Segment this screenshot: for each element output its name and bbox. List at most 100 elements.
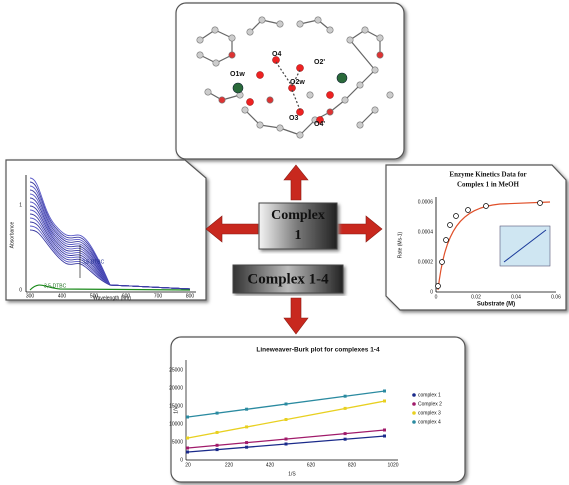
atom xyxy=(387,92,393,98)
data-point xyxy=(436,284,441,289)
atom xyxy=(307,92,313,98)
atom xyxy=(257,122,263,128)
atom xyxy=(277,125,283,131)
x-tick-label: 220 xyxy=(225,462,234,468)
y-tick-label: 0.0006 xyxy=(418,199,434,205)
atom xyxy=(297,132,303,138)
atom-label: O2' xyxy=(314,59,325,66)
x-tick-label: 420 xyxy=(266,462,275,468)
atom-label: O1w xyxy=(230,71,245,78)
data-point xyxy=(344,432,347,435)
data-point xyxy=(285,443,288,446)
data-point xyxy=(245,425,248,428)
y-axis-label: 1/V xyxy=(173,406,179,414)
data-point xyxy=(466,208,471,213)
annotation: 3,5-DTBC xyxy=(82,259,105,265)
legend-label: complex 3 xyxy=(418,410,441,416)
atom xyxy=(297,21,303,27)
oxygen-atom xyxy=(247,99,254,106)
atom xyxy=(357,82,363,88)
x-tick-label: 1020 xyxy=(387,462,398,468)
data-point xyxy=(216,444,219,447)
atom xyxy=(247,29,253,35)
data-point xyxy=(216,412,219,415)
y-tick-label: 0.0002 xyxy=(418,259,434,265)
y-tick-label: 0.0004 xyxy=(418,229,434,235)
metal-atom xyxy=(233,83,243,93)
legend-label: complex 1 xyxy=(418,392,441,398)
data-point xyxy=(186,447,189,450)
data-point xyxy=(538,201,543,206)
data-point xyxy=(383,390,386,393)
atom xyxy=(229,52,235,58)
x-tick-label: 620 xyxy=(307,462,316,468)
data-point xyxy=(454,214,459,219)
chart-title: Lineweaver-Burk plot for complexes 1-4 xyxy=(256,347,380,354)
complex-label: Complex 1-4 xyxy=(247,271,329,287)
atom-label: O3 xyxy=(289,115,298,122)
x-tick-label: 0.06 xyxy=(551,294,561,300)
atom xyxy=(377,35,383,41)
atom xyxy=(377,52,383,58)
graphical-abstract: O4 O2' O1w O2w O3 O4' 300400500600700800… xyxy=(0,0,569,485)
x-tick-label: 400 xyxy=(58,293,67,299)
atom xyxy=(213,60,219,66)
atom xyxy=(327,27,333,33)
legend-label: complex 4 xyxy=(418,419,441,425)
atom-label: O4 xyxy=(272,51,281,58)
data-point xyxy=(245,441,248,444)
atom xyxy=(219,97,225,103)
atom xyxy=(372,107,378,113)
chart-title: Enzyme Kinetics Data for xyxy=(449,171,526,179)
y-tick-label: 1 xyxy=(19,202,22,208)
x-tick-label: 20 xyxy=(185,462,191,468)
oxygen-atom xyxy=(327,92,334,99)
atom xyxy=(315,17,321,23)
x-tick-label: 700 xyxy=(154,293,163,299)
y-axis-label: Rate (Ms-1) xyxy=(397,231,403,258)
legend-marker xyxy=(412,393,416,397)
data-point xyxy=(440,260,445,265)
complex-label: Complex xyxy=(271,208,325,223)
legend-marker xyxy=(412,420,416,424)
data-point xyxy=(245,446,248,449)
annotation: 3,5-DTBC xyxy=(44,283,67,289)
atom xyxy=(212,27,218,33)
atom xyxy=(229,35,235,41)
x-tick-label: 0.04 xyxy=(511,294,521,300)
y-tick-label: 10000 xyxy=(169,421,183,427)
complex-label: 1 xyxy=(295,228,302,243)
x-axis-label: Substrate (M) xyxy=(477,302,515,308)
atom xyxy=(259,17,265,23)
legend-marker xyxy=(412,411,416,415)
data-point xyxy=(448,223,453,228)
atom xyxy=(267,97,273,103)
data-point xyxy=(383,429,386,432)
x-tick-label: 0.02 xyxy=(471,294,481,300)
atom xyxy=(205,89,211,95)
data-point xyxy=(186,416,189,419)
data-point xyxy=(216,431,219,434)
y-tick-label: 20000 xyxy=(169,385,183,391)
legend-label: Complex 2 xyxy=(418,401,442,407)
atom-label: O2w xyxy=(290,79,305,86)
y-axis-label: Absorbance xyxy=(9,221,15,248)
data-point xyxy=(186,451,189,454)
metal-atom xyxy=(337,73,347,83)
data-point xyxy=(245,408,248,411)
y-tick-label: 5000 xyxy=(172,439,183,445)
atom xyxy=(362,27,368,33)
atom xyxy=(197,37,203,43)
atom xyxy=(327,109,333,115)
data-point xyxy=(344,407,347,410)
y-tick-label: 0 xyxy=(180,457,183,463)
data-point xyxy=(444,238,449,243)
x-tick-label: 300 xyxy=(26,293,35,299)
x-tick-label: 800 xyxy=(186,293,195,299)
data-point xyxy=(285,438,288,441)
x-tick-label: 820 xyxy=(348,462,357,468)
atom-label: O4' xyxy=(314,121,325,128)
data-point xyxy=(186,437,189,440)
data-point xyxy=(383,400,386,403)
atom xyxy=(347,37,353,43)
